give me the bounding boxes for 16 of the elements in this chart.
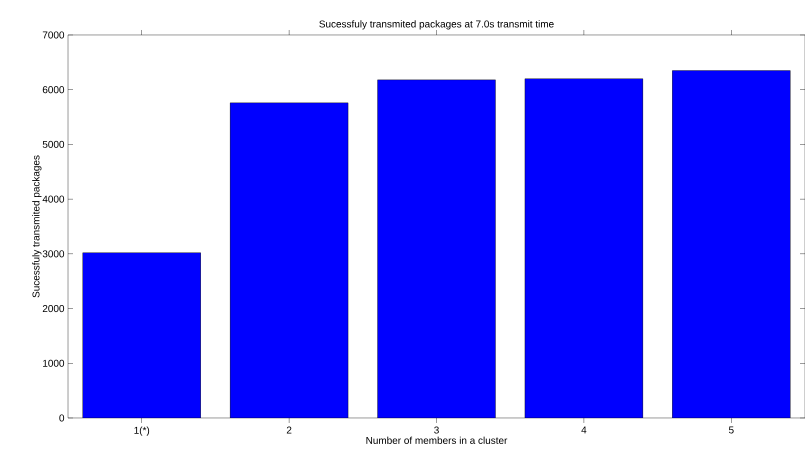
x-tick-label: 3	[434, 426, 439, 434]
x-axis-title: Number of members in a cluster	[366, 436, 508, 444]
y-tick-label: 6000	[42, 86, 64, 94]
x-tick-label: 5	[728, 426, 734, 434]
y-tick-label: 1000	[43, 360, 64, 367]
y-axis-title: Sucessfuly transmited packages	[32, 155, 42, 298]
y-tick-label: 3000	[42, 250, 64, 258]
y-tick-label: 2000	[42, 305, 64, 312]
x-tick-label: 2	[286, 426, 292, 434]
chart-title: Sucessfuly transmited packages at 7.0s transmit time	[319, 20, 554, 30]
y-tick-label: 4000	[42, 196, 64, 203]
y-tick-label: 5000	[42, 140, 64, 148]
y-tick-label: 7000	[42, 31, 64, 39]
x-tick-label: 1(*)	[134, 426, 150, 436]
x-tick-label: 4	[581, 426, 586, 434]
y-tick-label: 0	[59, 414, 64, 422]
